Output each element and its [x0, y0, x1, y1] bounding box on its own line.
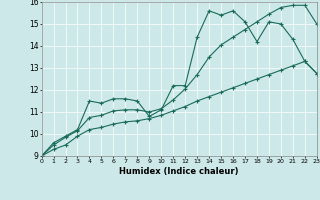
X-axis label: Humidex (Indice chaleur): Humidex (Indice chaleur): [119, 167, 239, 176]
